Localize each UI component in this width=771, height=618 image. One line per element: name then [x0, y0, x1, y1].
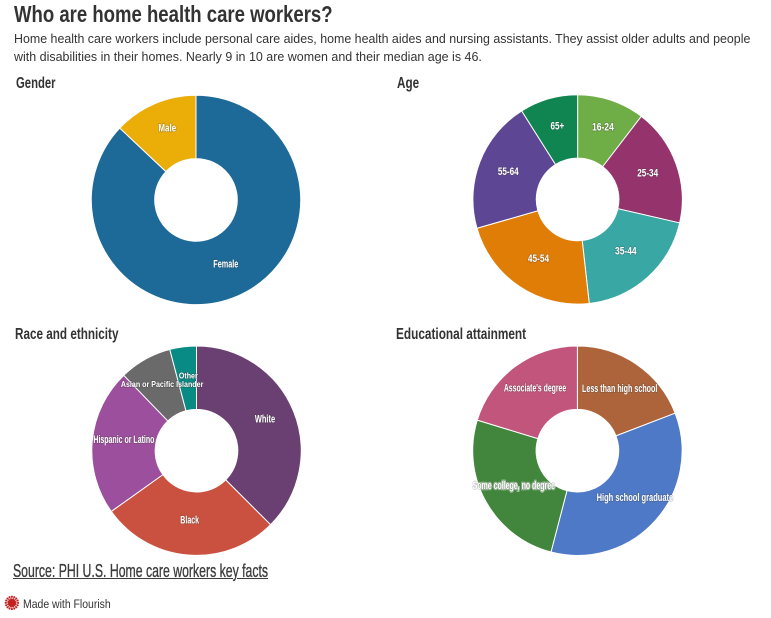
- svg-text:Asian or Pacific Islander: Asian or Pacific Islander: [121, 379, 204, 389]
- svg-text:25-34: 25-34: [637, 168, 658, 180]
- svg-text:Hispanic or Latino: Hispanic or Latino: [93, 434, 154, 446]
- svg-text:Black: Black: [180, 514, 199, 526]
- svg-text:High school graduate: High school graduate: [597, 492, 674, 504]
- svg-text:55-64: 55-64: [498, 166, 519, 178]
- svg-text:White: White: [255, 414, 275, 426]
- svg-text:Some college, no degree: Some college, no degree: [473, 480, 555, 492]
- svg-text:Male: Male: [158, 123, 176, 135]
- svg-text:Other: Other: [179, 371, 198, 381]
- svg-text:16-24: 16-24: [592, 122, 614, 134]
- svg-text:45-54: 45-54: [528, 253, 550, 265]
- svg-text:Some college, no degree: Some college, no degree: [473, 480, 555, 492]
- svg-text:Less than high school: Less than high school: [582, 383, 657, 395]
- svg-text:35-44: 35-44: [615, 246, 637, 258]
- svg-text:Associate's degree: Associate's degree: [504, 383, 566, 395]
- svg-text:Female: Female: [213, 258, 238, 270]
- svg-text:65+: 65+: [551, 120, 565, 132]
